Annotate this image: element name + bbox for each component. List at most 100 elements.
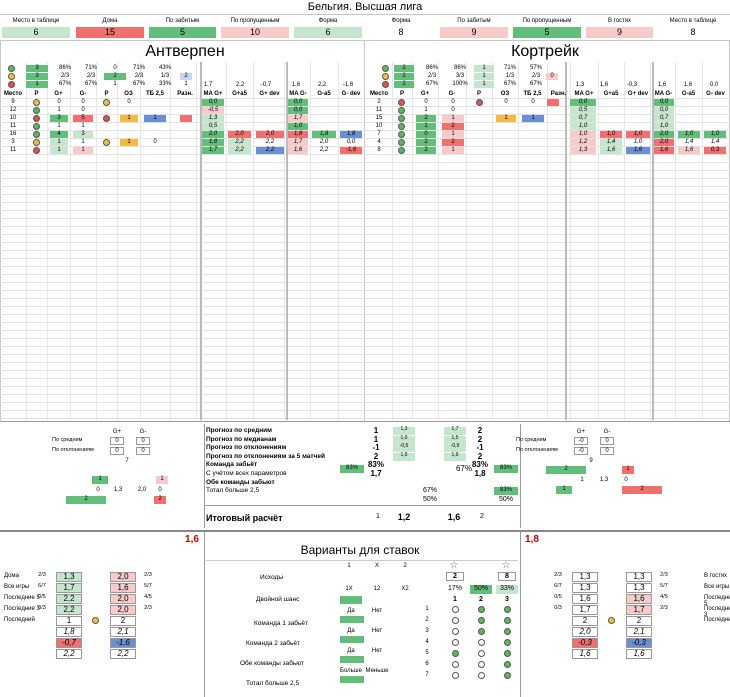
stat-frac: 0/5: [38, 594, 46, 600]
row-gminus: 1: [442, 115, 464, 122]
grid-col: [412, 62, 413, 420]
header-label: В гостях: [607, 18, 632, 24]
column-header: Место: [369, 91, 389, 97]
summary-cell: 1,6: [599, 82, 609, 88]
summary-cell: -1,6: [342, 82, 354, 88]
side-box: 0: [624, 477, 628, 483]
grid-line: [0, 242, 730, 243]
row-ma: 0,0: [570, 99, 596, 106]
forecast-label: Прогноз по отклонениям: [206, 444, 287, 452]
column-header: Р: [476, 91, 481, 97]
row-mag: 1,0: [288, 123, 308, 130]
status-dot-icon: [504, 617, 511, 624]
summary-cell: 2,2: [317, 82, 327, 88]
header-value: 9: [440, 27, 508, 38]
bet-item-label: Команда 2 забьёт: [246, 640, 301, 647]
grid-col: [492, 62, 493, 420]
row-gplus: 1: [424, 107, 428, 113]
stat-x2: 2,1: [626, 627, 652, 637]
summary-cell: 1,6: [291, 82, 301, 88]
status-dot-icon: [33, 115, 40, 122]
stat-val2: 1,3: [626, 583, 652, 593]
outcome-pct: 50%: [470, 585, 492, 594]
outcome-num: 2: [479, 596, 483, 603]
block-sep: [200, 62, 202, 420]
summary-cell: 2/3: [531, 73, 541, 79]
result-value: 2: [480, 513, 484, 520]
column-header: G+: [420, 91, 430, 97]
grid-col: [624, 62, 625, 420]
column-header: G- dev: [341, 91, 361, 97]
summary-cell: 3: [26, 73, 48, 80]
header-label: По забитым: [165, 18, 200, 24]
grid-col: [547, 62, 548, 420]
grid-line: [0, 250, 730, 251]
column-header: G-a5: [317, 91, 331, 97]
header-value: 9: [586, 27, 653, 38]
side-val: -0: [574, 437, 588, 445]
summary-cell: 100%: [452, 81, 468, 87]
status-dot-icon: [608, 617, 615, 624]
option-row-num: 3: [425, 628, 429, 634]
stat-val1: 2: [572, 616, 598, 626]
forecast-home-sub: 1,3: [393, 427, 415, 435]
side-box: 2: [546, 466, 586, 474]
forecast-btts2: 83%: [494, 487, 518, 495]
side-val: 0: [110, 447, 124, 455]
grid-col: [170, 62, 171, 420]
stat-frac2: 2/3: [144, 605, 152, 611]
summary-cell: 2: [394, 81, 414, 88]
forecast-away-sub: 1,7: [444, 427, 466, 435]
stat-label: Все игры: [704, 584, 730, 590]
stat-val1: 2,2: [56, 605, 82, 615]
row-gminus: 1: [73, 147, 93, 154]
grid-col: [570, 62, 571, 420]
status-dot-icon: [33, 99, 40, 106]
grid-col: [650, 62, 651, 420]
dc-label: Двойной шанс: [256, 596, 300, 603]
stat-frac: 6/7: [554, 583, 562, 589]
summary-cell: 1: [184, 81, 188, 87]
grid-line: [0, 170, 730, 171]
summary-cell: 71%: [132, 65, 145, 71]
column-header: Р: [34, 91, 39, 97]
side-gminus: G-: [139, 429, 147, 435]
grid-line: [0, 154, 730, 155]
row-tb: 1: [496, 115, 516, 122]
divider: [0, 40, 730, 41]
side-box: 1: [92, 476, 108, 484]
stat-x1: 2,0: [572, 627, 598, 637]
status-dot-icon: [478, 617, 485, 624]
row-gdev: 1,0: [626, 131, 650, 138]
summary-cell: 0,0: [709, 82, 719, 88]
summary-cell: 1,6: [657, 82, 667, 88]
dc-head: 1X: [345, 586, 353, 592]
bet-item-label: Обе команды забьют: [240, 660, 305, 667]
bets-border: [204, 532, 205, 697]
option-row-num: 5: [425, 650, 429, 656]
stat-val2: 1,6: [110, 583, 136, 593]
header-label: По пропущенным: [522, 18, 572, 24]
status-dot-icon: [8, 65, 15, 72]
grid-line: [0, 346, 730, 347]
grid-line: [0, 130, 730, 131]
side-val: 0: [600, 437, 614, 445]
summary-cell: 71%: [84, 65, 97, 71]
outcome-pct: 33%: [496, 585, 518, 594]
column-header: G- dev: [706, 91, 725, 97]
summary-cell: 71%: [503, 65, 516, 71]
row-ga5: 1,0: [600, 131, 622, 138]
summary-cell: 3: [26, 65, 48, 72]
status-dot-icon: [398, 147, 405, 154]
row-place: 10: [9, 115, 17, 121]
header-value: 8: [690, 27, 696, 37]
row-gminus: 2: [442, 139, 464, 146]
row-mag: 0,0: [288, 107, 308, 114]
side-box: 2: [154, 496, 166, 504]
row-ma: 1,3: [570, 147, 596, 154]
side-mean: По средним: [516, 437, 547, 443]
row-gdev: 2,2: [265, 139, 275, 145]
status-dot-icon: [33, 107, 40, 114]
status-dot-icon: [478, 628, 485, 635]
row-place: 11: [9, 147, 17, 153]
